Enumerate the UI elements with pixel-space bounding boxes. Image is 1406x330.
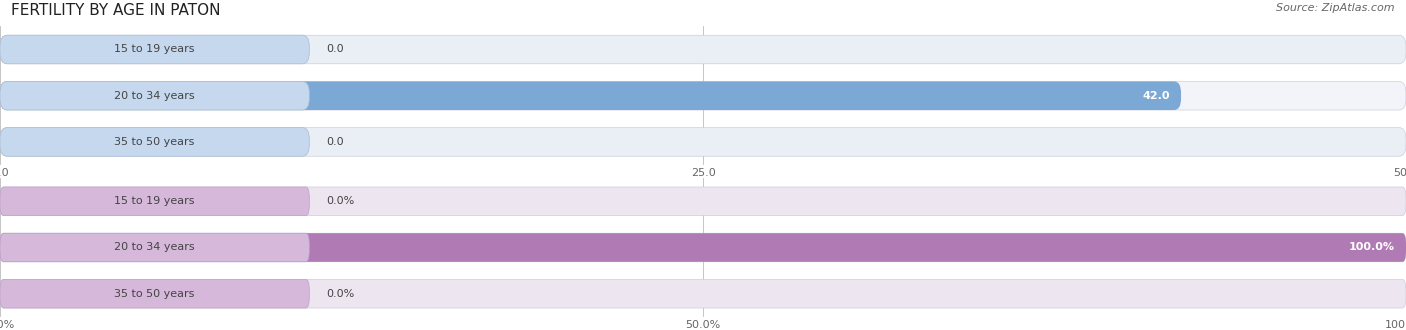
FancyBboxPatch shape [0, 187, 309, 215]
FancyBboxPatch shape [0, 187, 1406, 215]
FancyBboxPatch shape [0, 280, 309, 308]
FancyBboxPatch shape [0, 82, 309, 110]
FancyBboxPatch shape [0, 233, 309, 262]
Text: 100.0%: 100.0% [1348, 243, 1395, 252]
Text: 15 to 19 years: 15 to 19 years [114, 196, 195, 206]
Text: 35 to 50 years: 35 to 50 years [114, 289, 195, 299]
Text: Source: ZipAtlas.com: Source: ZipAtlas.com [1277, 3, 1395, 13]
FancyBboxPatch shape [0, 128, 309, 156]
Text: 35 to 50 years: 35 to 50 years [114, 137, 195, 147]
Text: 20 to 34 years: 20 to 34 years [114, 243, 195, 252]
FancyBboxPatch shape [0, 35, 309, 64]
Text: 20 to 34 years: 20 to 34 years [114, 91, 195, 101]
FancyBboxPatch shape [0, 280, 1406, 308]
FancyBboxPatch shape [0, 233, 1406, 262]
Text: 0.0%: 0.0% [326, 289, 354, 299]
Text: 0.0%: 0.0% [326, 196, 354, 206]
FancyBboxPatch shape [0, 82, 1406, 110]
FancyBboxPatch shape [0, 35, 1406, 64]
Text: FERTILITY BY AGE IN PATON: FERTILITY BY AGE IN PATON [11, 3, 221, 18]
Text: 42.0: 42.0 [1142, 91, 1170, 101]
FancyBboxPatch shape [0, 128, 1406, 156]
FancyBboxPatch shape [0, 233, 1406, 262]
Text: 0.0: 0.0 [326, 137, 344, 147]
FancyBboxPatch shape [0, 82, 1181, 110]
Text: 15 to 19 years: 15 to 19 years [114, 45, 195, 54]
Text: 0.0: 0.0 [326, 45, 344, 54]
